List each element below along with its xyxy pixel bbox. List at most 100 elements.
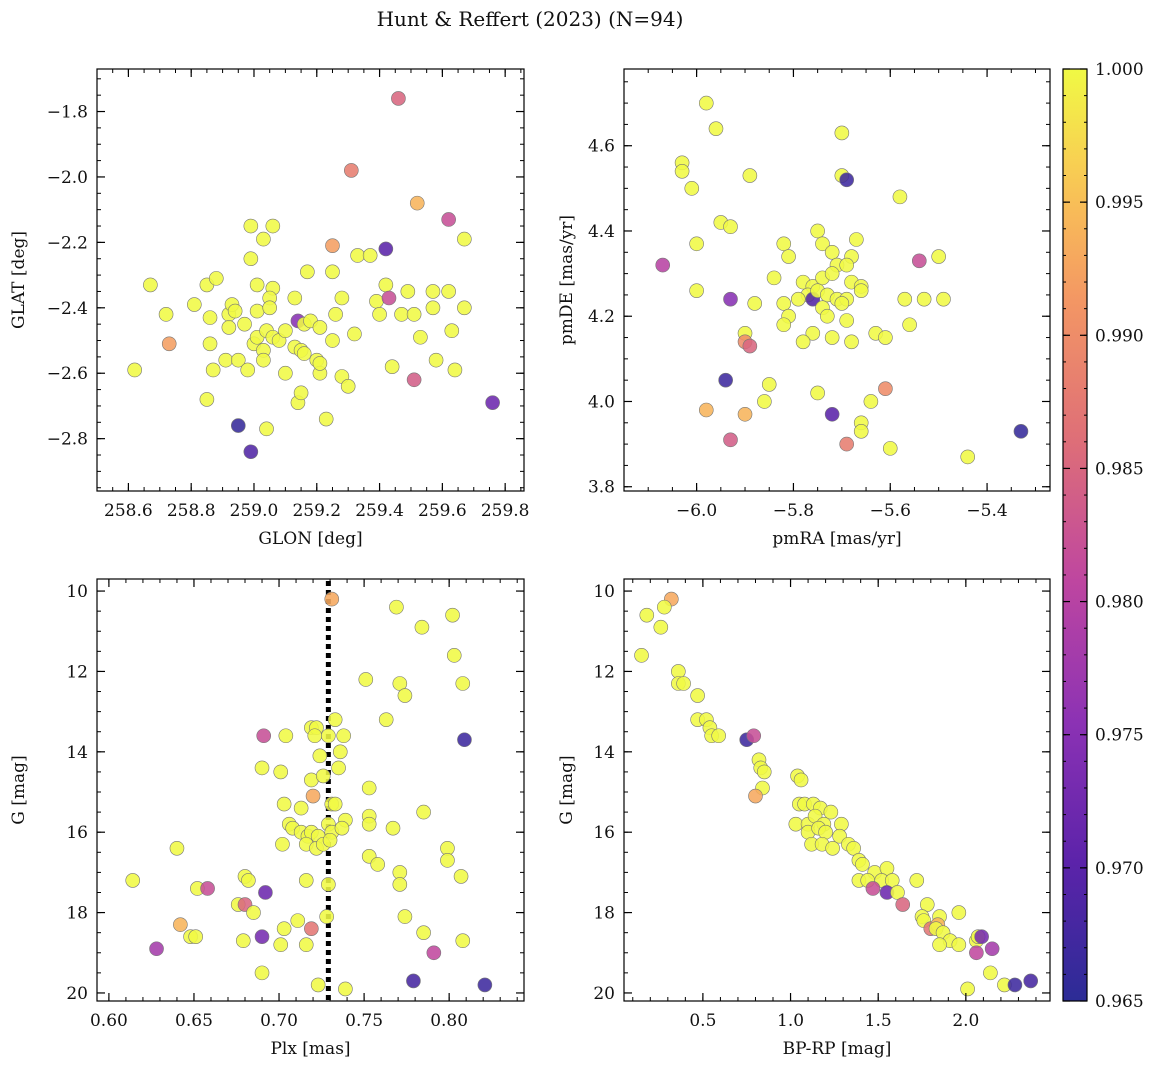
data-point [416,925,431,940]
data-point [276,796,292,812]
data-point [878,381,893,396]
y-axis-label: G [mag] [557,755,577,824]
colorbar-tick-label: 0.980 [1095,593,1144,613]
data-point [237,316,252,332]
data-point [361,780,377,796]
subplot-4: 0.5 1.0 1.5 2.0 10 12 14 16 18 20 BP-RP [mag] G [ma… [557,578,1051,1059]
y-tick-label: 20 [66,984,88,1004]
colorbar-tick-label: 0.990 [1095,326,1144,346]
x-tick-label: 259.6 [418,501,467,521]
data-point [909,873,925,888]
axes-frame [96,578,525,1002]
data-point [718,372,733,388]
data-point [708,121,724,136]
data-point [445,607,460,623]
data-point [824,266,840,281]
y-tick-label: 16 [66,823,88,843]
data-point [824,244,840,260]
data-point [319,909,334,924]
data-point [322,832,338,848]
data-point [127,362,142,378]
x-axis-label: pmRA [mas/yr] [772,529,901,549]
x-tick-label: 0.5 [689,1011,716,1031]
data-point [361,816,377,832]
data-point [756,764,772,780]
data-point [793,772,809,788]
x-tick-label: −5.8 [773,501,814,521]
data-point [350,248,365,263]
data-point [428,352,444,368]
data-point [298,873,314,888]
data-point [325,333,340,348]
y-tick-label: −2.4 [47,299,88,319]
x-tick-label: 259.0 [230,501,279,521]
data-point [173,917,188,932]
data-point [689,283,704,298]
scatter-points [655,95,1029,465]
data-point [188,929,203,944]
data-point [766,270,782,286]
data-point [747,296,763,311]
data-point [161,336,177,352]
data-point [447,362,463,378]
data-point [278,323,293,339]
data-point [169,840,185,856]
data-point [897,291,913,307]
data-point [362,248,378,263]
data-point [249,303,265,319]
x-tick-label: 1.0 [777,1011,804,1031]
colorbar: 0.965 0.970 0.975 0.980 0.985 0.990 0.995 1.000 [1062,60,1144,1012]
data-point [397,909,413,924]
data-point [457,300,472,316]
data-point [795,334,811,350]
data-point [865,881,881,896]
y-tick-label: 12 [593,662,615,682]
data-point [457,231,472,247]
data-point [742,338,758,354]
data-point [254,760,270,776]
x-tick-label: 0.75 [345,1011,383,1031]
data-point [676,676,691,691]
data-point [689,236,704,252]
data-point [855,857,870,872]
y-tick-label: −2.6 [47,364,88,384]
figure-title: Hunt & Reffert (2023) (N=94) [377,7,684,31]
data-point [327,796,343,812]
data-point [307,728,323,744]
data-point [230,352,246,368]
data-point [931,249,946,264]
data-point [853,424,869,439]
data-point [723,219,738,235]
data-point [275,836,290,852]
data-point [825,840,840,856]
data-point [241,873,256,888]
y-tick-label: −2.0 [47,168,88,188]
data-point [256,231,271,247]
data-point [776,296,792,311]
data-point [389,599,404,615]
axes-frame [623,578,1051,1002]
data-point [278,365,293,381]
data-point [209,271,224,286]
data-point [426,945,442,961]
data-point [312,320,328,335]
data-point [202,336,218,352]
data-point [321,877,336,892]
data-point [984,941,1000,957]
data-point [781,249,796,264]
data-point [711,728,726,744]
y-tick-label: 12 [66,662,88,682]
data-point [457,732,472,748]
data-point [249,277,265,293]
x-tick-label: 0.65 [175,1011,213,1031]
x-tick-label: 0.80 [430,1011,468,1031]
data-point [655,257,671,273]
data-point [823,804,839,820]
subplot-1: 258.6 258.8 259.0 259.2 259.4 259.6 259.8 −2.8 −… [9,68,529,549]
data-point [413,329,428,345]
data-point [254,929,270,944]
data-point [256,728,272,744]
data-point [757,394,772,409]
y-tick-label: 14 [593,743,615,763]
data-point [290,913,306,928]
